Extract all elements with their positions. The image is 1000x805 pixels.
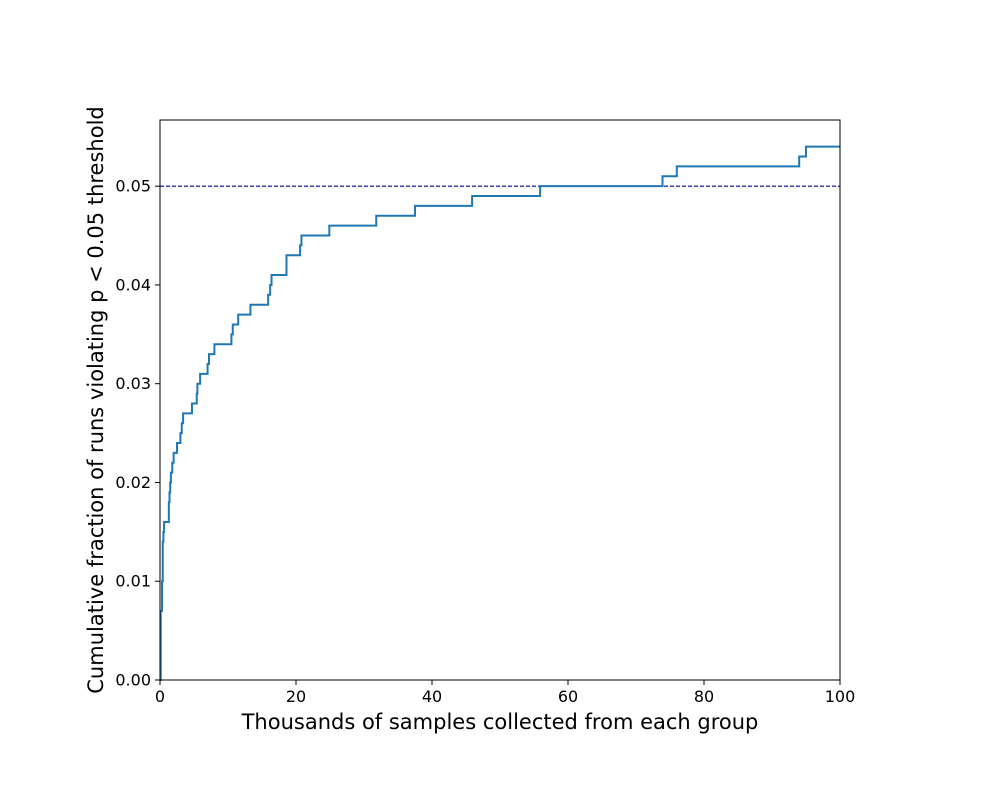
x-tick-label: 80 bbox=[694, 687, 714, 706]
x-tick-label: 60 bbox=[558, 687, 578, 706]
x-tick-label: 40 bbox=[422, 687, 442, 706]
x-tick-label: 20 bbox=[286, 687, 306, 706]
y-tick-label: 0.04 bbox=[115, 275, 151, 294]
series-layer bbox=[159, 145, 840, 681]
x-tick-label: 100 bbox=[825, 687, 856, 706]
plot-area bbox=[160, 120, 840, 680]
plot-frame bbox=[159, 119, 841, 681]
cumulative-fraction-line bbox=[159, 145, 840, 681]
x-axis-label: Thousands of samples collected from each… bbox=[241, 710, 759, 734]
y-tick-label: 0.00 bbox=[115, 671, 151, 690]
x-tick-label: 0 bbox=[155, 687, 165, 706]
y-tick-label: 0.05 bbox=[115, 177, 151, 196]
y-tick-label: 0.02 bbox=[115, 473, 151, 492]
y-axis-ticks: 0.00 0.01 0.02 0.03 0.04 0.05 bbox=[115, 177, 160, 690]
x-axis-ticks: 0 20 40 60 80 100 bbox=[155, 680, 855, 706]
y-tick-label: 0.03 bbox=[115, 374, 151, 393]
y-axis-label: Cumulative fraction of runs violating p … bbox=[84, 106, 108, 693]
y-tick-label: 0.01 bbox=[115, 572, 151, 591]
